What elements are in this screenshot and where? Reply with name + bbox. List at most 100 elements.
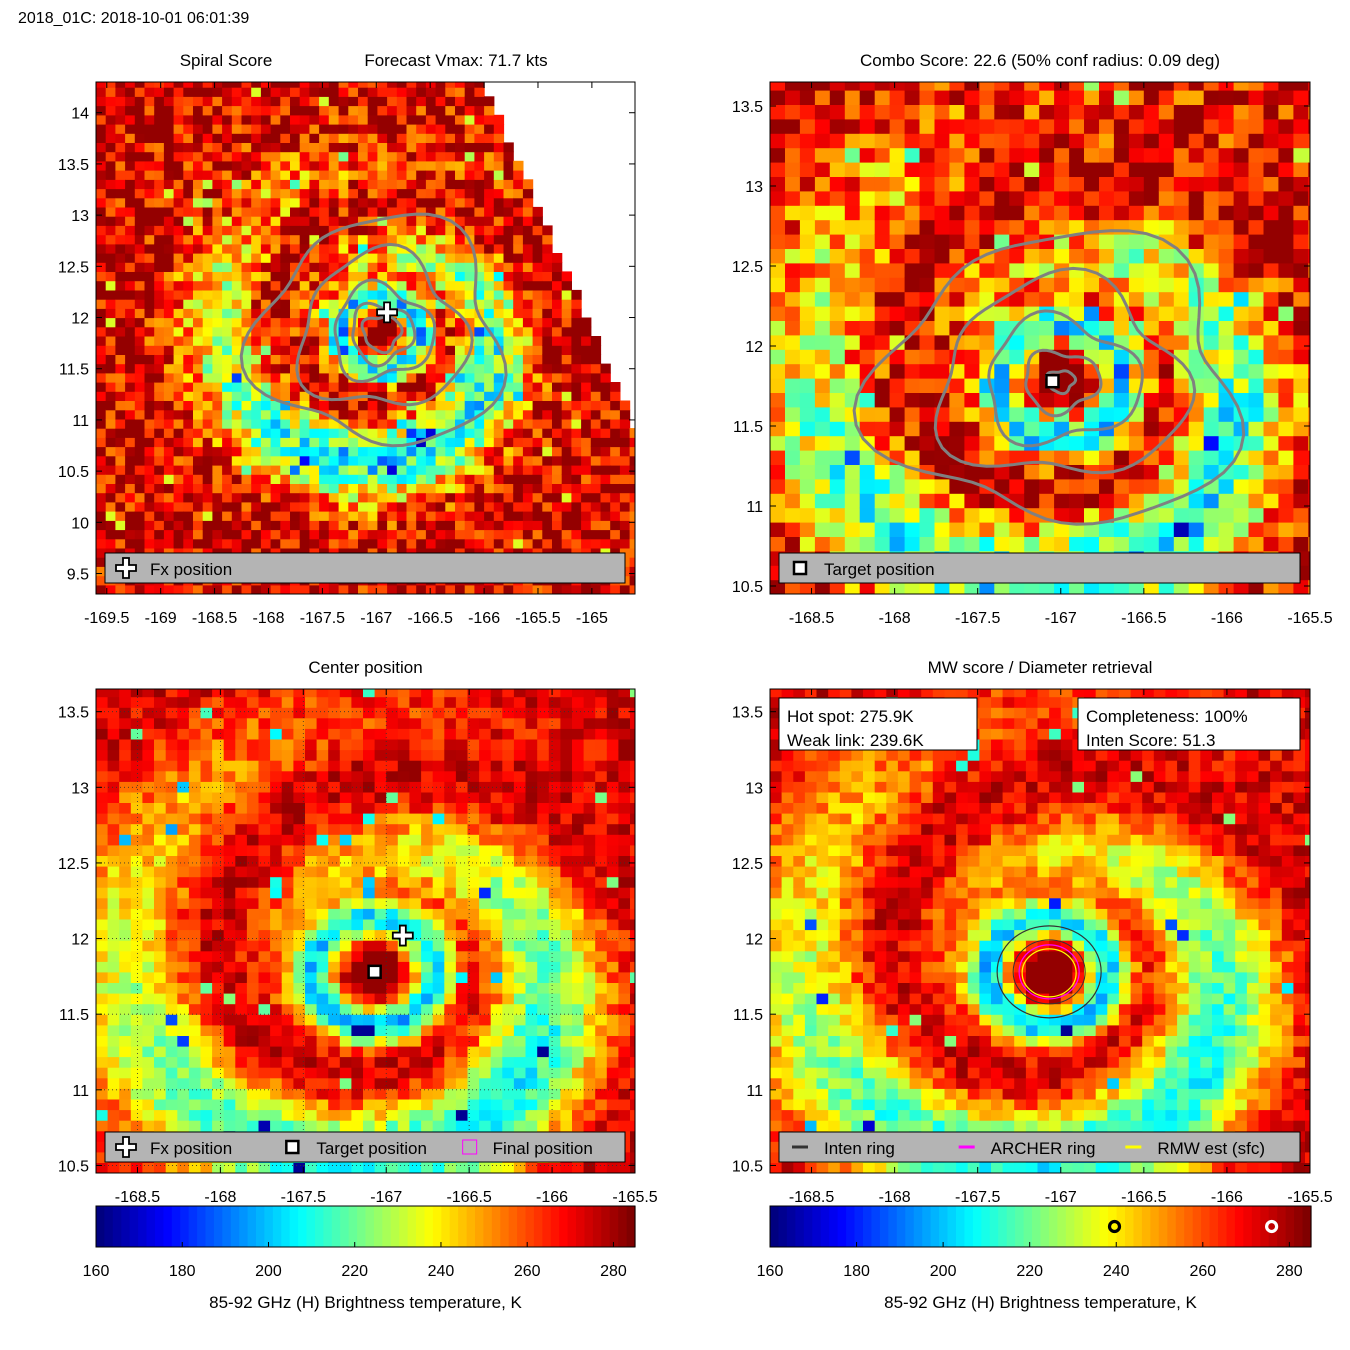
heat-cell bbox=[1158, 378, 1175, 393]
heat-cell bbox=[177, 1045, 190, 1058]
heat-cell bbox=[328, 391, 340, 401]
heat-cell bbox=[115, 105, 126, 116]
heat-cell bbox=[177, 908, 190, 920]
heat-cell bbox=[183, 446, 194, 457]
heat-cell bbox=[338, 105, 349, 116]
heat-cell bbox=[319, 87, 330, 97]
heat-cell bbox=[590, 409, 602, 420]
heat-cell bbox=[212, 538, 223, 549]
heat-cell bbox=[241, 418, 252, 429]
heat-cell bbox=[484, 114, 495, 125]
heat-cell bbox=[889, 90, 906, 105]
heat-cell bbox=[552, 501, 563, 512]
heat-cell bbox=[260, 492, 272, 503]
heat-cell bbox=[241, 87, 252, 97]
heat-cell bbox=[844, 291, 861, 307]
heat-cell bbox=[552, 400, 563, 411]
heat-cell bbox=[290, 428, 301, 438]
heat-cell bbox=[280, 105, 291, 116]
heat-cell bbox=[435, 114, 446, 125]
heat-cell bbox=[770, 147, 786, 163]
heat-cell bbox=[435, 262, 446, 272]
heat-cell bbox=[280, 382, 291, 392]
heat-cell bbox=[231, 363, 243, 374]
heat-cell bbox=[581, 382, 592, 392]
heat-cell bbox=[829, 493, 846, 509]
heat-cell bbox=[1113, 248, 1130, 264]
heat-cell bbox=[396, 391, 408, 401]
heat-cell bbox=[387, 170, 398, 180]
heat-cell bbox=[1009, 291, 1025, 307]
heat-cell bbox=[193, 336, 204, 346]
heat-cell bbox=[222, 363, 233, 374]
heat-cell bbox=[513, 391, 524, 401]
heat-cell bbox=[125, 114, 136, 125]
heat-cell bbox=[464, 105, 475, 116]
heat-cell bbox=[1203, 392, 1220, 408]
heat-cell bbox=[107, 971, 120, 983]
heat-cell bbox=[1009, 363, 1025, 379]
heat-cell bbox=[377, 225, 388, 236]
heat-cell bbox=[406, 234, 417, 245]
heat-cell bbox=[1293, 104, 1309, 120]
heat-cell bbox=[522, 289, 534, 300]
heat-cell bbox=[493, 529, 505, 540]
heat-cell bbox=[223, 982, 236, 994]
heat-cell bbox=[280, 400, 291, 411]
heat-cell bbox=[280, 428, 291, 438]
heat-cell bbox=[270, 501, 281, 512]
heat-cell bbox=[177, 950, 190, 962]
heat-cell bbox=[105, 289, 116, 300]
heat-cell bbox=[165, 823, 178, 835]
heat-cell bbox=[200, 717, 213, 729]
heat-cell bbox=[134, 418, 146, 429]
heat-cell bbox=[367, 492, 378, 503]
heat-cell bbox=[1099, 176, 1115, 192]
heat-cell bbox=[416, 299, 427, 309]
heat-cell bbox=[270, 1003, 283, 1015]
heat-cell bbox=[1113, 450, 1130, 465]
heat-cell bbox=[874, 378, 891, 393]
heat-cell bbox=[464, 197, 475, 208]
heat-cell bbox=[212, 345, 223, 355]
heat-cell bbox=[241, 271, 252, 282]
heat-cell bbox=[202, 289, 213, 300]
heat-cell bbox=[1084, 234, 1100, 249]
heat-cell bbox=[1113, 536, 1130, 552]
heat-cell bbox=[125, 151, 136, 162]
heat-cell bbox=[280, 584, 291, 594]
heat-cell bbox=[328, 483, 340, 494]
heat-cell bbox=[280, 197, 291, 208]
heat-cell bbox=[416, 391, 427, 401]
heat-cell bbox=[904, 118, 921, 134]
heat-cell bbox=[251, 511, 262, 521]
heat-cell bbox=[1293, 435, 1309, 451]
heat-cell bbox=[260, 455, 272, 466]
heat-cell bbox=[571, 529, 582, 540]
heat-cell bbox=[96, 1056, 109, 1068]
heat-cell bbox=[610, 455, 621, 466]
heat-cell bbox=[231, 455, 243, 466]
heat-cell bbox=[1009, 378, 1025, 393]
heat-cell bbox=[367, 354, 378, 365]
heat-cell bbox=[222, 124, 233, 134]
heat-cell bbox=[188, 908, 202, 920]
heat-cell bbox=[134, 428, 146, 438]
heat-cell bbox=[629, 501, 635, 512]
heat-cell bbox=[503, 391, 514, 401]
heat-cell bbox=[493, 492, 505, 503]
legend-spiral: Fx position bbox=[104, 552, 626, 584]
heat-cell bbox=[396, 160, 408, 171]
heat-cell bbox=[503, 280, 514, 291]
heat-cell bbox=[874, 219, 891, 235]
heat-cell bbox=[829, 507, 846, 523]
heat-cell bbox=[260, 253, 272, 263]
heat-cell bbox=[600, 446, 611, 457]
heat-cell bbox=[142, 1035, 155, 1047]
heat-cell bbox=[934, 507, 951, 523]
heat-cell bbox=[200, 770, 213, 782]
heat-cell bbox=[299, 511, 310, 521]
heat-cell bbox=[309, 262, 320, 272]
heat-cell bbox=[474, 170, 485, 180]
heat-cell bbox=[280, 253, 291, 263]
